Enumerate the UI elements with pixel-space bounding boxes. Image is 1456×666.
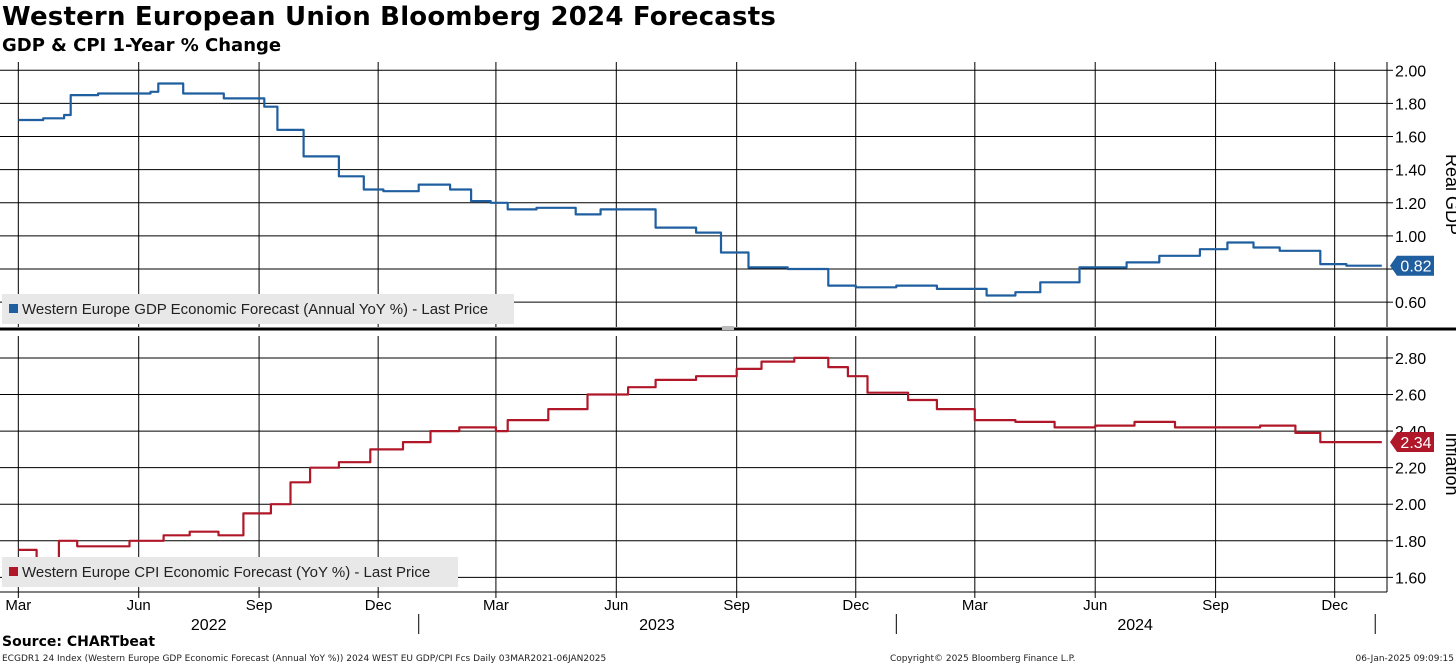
y-tick-label: 2.20: [1395, 461, 1426, 478]
cpi-series-line: [18, 356, 1382, 561]
legend-box: [2, 294, 514, 324]
year-label: 2023: [639, 617, 675, 634]
x-tick-label: Jun: [1083, 597, 1107, 614]
legend-swatch: [9, 304, 18, 313]
footer-copyright: Copyright© 2025 Bloomberg Finance L.P.: [890, 654, 1076, 664]
y-tick-label: 2.00: [1395, 497, 1426, 514]
last-value-label: 2.34: [1400, 435, 1431, 452]
y-tick-label: 0.60: [1395, 295, 1426, 312]
series-lines: [18, 82, 1382, 561]
grid-lines: [0, 62, 1387, 592]
x-tick-label: Sep: [246, 597, 273, 614]
source-note: Source: CHARTbeat: [2, 634, 156, 650]
year-label: 2022: [191, 617, 227, 634]
y-axis-title: Real GDP: [1442, 154, 1456, 235]
x-tick-label: Jun: [127, 597, 151, 614]
y-tick-label: 1.60: [1395, 130, 1426, 147]
x-tick-label: Sep: [723, 597, 750, 614]
legend-label: Western Europe CPI Economic Forecast (Yo…: [22, 564, 430, 581]
last-value-tag: [1390, 432, 1434, 453]
y-tick-label: 2.00: [1395, 63, 1426, 80]
x-tick-label: Dec: [365, 597, 392, 614]
legend-box: [2, 557, 458, 587]
y-tick-label: 2.60: [1395, 388, 1426, 405]
footer-index-info: ECGDR1 24 Index (Western Europe GDP Econ…: [2, 654, 607, 664]
chart-subtitle: GDP & CPI 1-Year % Change: [2, 35, 282, 56]
x-tick-label: Jun: [604, 597, 628, 614]
x-tick-label: Sep: [1202, 597, 1229, 614]
y-tick-label: 1.40: [1395, 163, 1426, 180]
y-tick-label: 1.60: [1395, 570, 1426, 587]
y-tick-label: 1.80: [1395, 96, 1426, 113]
y-axis-title: Inflation: [1442, 432, 1456, 495]
chart-title: Western European Union Bloomberg 2024 Fo…: [2, 2, 777, 32]
legend-label: Western Europe GDP Economic Forecast (An…: [22, 301, 488, 318]
x-tick-label: Dec: [842, 597, 869, 614]
last-value-label: 0.82: [1400, 259, 1431, 276]
year-label: 2024: [1117, 617, 1153, 634]
x-tick-label: Mar: [483, 597, 509, 614]
y-tick-label: 1.20: [1395, 196, 1426, 213]
y-tick-label: 1.00: [1395, 229, 1426, 246]
panel-resize-handle: [722, 326, 734, 330]
x-tick-label: Dec: [1321, 597, 1348, 614]
x-tick-label: Mar: [5, 597, 31, 614]
gdp-series-line: [18, 82, 1382, 297]
y-tick-label: 2.80: [1395, 351, 1426, 368]
x-tick-label: Mar: [962, 597, 988, 614]
axes: [0, 62, 1456, 634]
legend-swatch: [9, 567, 18, 576]
footer-timestamp: 06-Jan-2025 09:09:15: [1355, 654, 1454, 664]
last-value-tag: [1390, 255, 1434, 276]
y-tick-label: 1.80: [1395, 534, 1426, 551]
